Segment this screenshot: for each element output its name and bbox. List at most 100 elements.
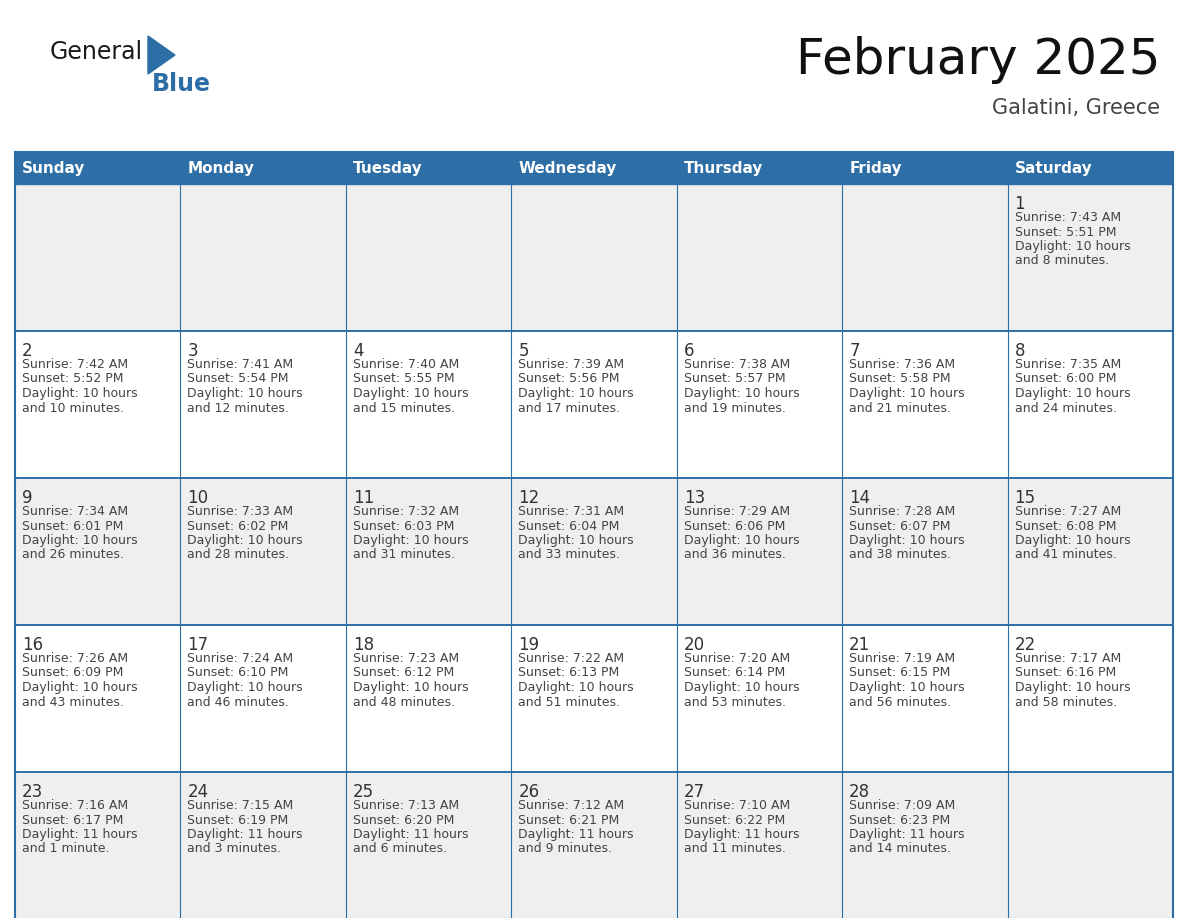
Bar: [15, 625, 1173, 772]
Text: and 33 minutes.: and 33 minutes.: [518, 548, 620, 562]
Text: 2: 2: [23, 342, 32, 360]
Text: 16: 16: [23, 636, 43, 654]
Text: Sunrise: 7:09 AM: Sunrise: 7:09 AM: [849, 799, 955, 812]
Text: Sunset: 6:21 PM: Sunset: 6:21 PM: [518, 813, 619, 826]
Text: Daylight: 11 hours: Daylight: 11 hours: [353, 828, 468, 841]
Text: Sunset: 6:23 PM: Sunset: 6:23 PM: [849, 813, 950, 826]
Text: Daylight: 10 hours: Daylight: 10 hours: [23, 681, 138, 694]
Text: and 28 minutes.: and 28 minutes.: [188, 548, 290, 562]
Text: Sunset: 6:13 PM: Sunset: 6:13 PM: [518, 666, 619, 679]
Bar: [15, 331, 1173, 478]
Text: Daylight: 10 hours: Daylight: 10 hours: [684, 534, 800, 547]
Text: Daylight: 10 hours: Daylight: 10 hours: [23, 387, 138, 400]
Text: Sunset: 5:58 PM: Sunset: 5:58 PM: [849, 373, 950, 386]
Text: Sunrise: 7:20 AM: Sunrise: 7:20 AM: [684, 652, 790, 665]
Text: 3: 3: [188, 342, 198, 360]
Text: Thursday: Thursday: [684, 161, 763, 175]
Text: and 11 minutes.: and 11 minutes.: [684, 843, 785, 856]
Text: and 6 minutes.: and 6 minutes.: [353, 843, 447, 856]
Text: 4: 4: [353, 342, 364, 360]
Text: Friday: Friday: [849, 161, 902, 175]
Text: and 51 minutes.: and 51 minutes.: [518, 696, 620, 709]
Text: Daylight: 10 hours: Daylight: 10 hours: [518, 681, 634, 694]
Text: Daylight: 10 hours: Daylight: 10 hours: [188, 681, 303, 694]
Text: Daylight: 11 hours: Daylight: 11 hours: [849, 828, 965, 841]
Bar: [15, 184, 1173, 331]
Text: and 10 minutes.: and 10 minutes.: [23, 401, 124, 415]
Text: Sunset: 5:56 PM: Sunset: 5:56 PM: [518, 373, 620, 386]
Text: Sunset: 6:07 PM: Sunset: 6:07 PM: [849, 520, 950, 532]
Text: Sunset: 6:20 PM: Sunset: 6:20 PM: [353, 813, 454, 826]
Text: Sunset: 5:51 PM: Sunset: 5:51 PM: [1015, 226, 1116, 239]
Text: Daylight: 10 hours: Daylight: 10 hours: [684, 387, 800, 400]
Text: Sunset: 6:06 PM: Sunset: 6:06 PM: [684, 520, 785, 532]
Text: Sunset: 6:09 PM: Sunset: 6:09 PM: [23, 666, 124, 679]
Text: Daylight: 11 hours: Daylight: 11 hours: [23, 828, 138, 841]
Text: Monday: Monday: [188, 161, 254, 175]
Text: Sunset: 6:15 PM: Sunset: 6:15 PM: [849, 666, 950, 679]
Text: Daylight: 11 hours: Daylight: 11 hours: [684, 828, 800, 841]
Text: Sunset: 6:01 PM: Sunset: 6:01 PM: [23, 520, 124, 532]
Text: Sunrise: 7:16 AM: Sunrise: 7:16 AM: [23, 799, 128, 812]
Text: and 9 minutes.: and 9 minutes.: [518, 843, 612, 856]
Text: 20: 20: [684, 636, 704, 654]
Text: Sunset: 5:55 PM: Sunset: 5:55 PM: [353, 373, 455, 386]
Text: Sunrise: 7:34 AM: Sunrise: 7:34 AM: [23, 505, 128, 518]
Text: Daylight: 10 hours: Daylight: 10 hours: [1015, 534, 1130, 547]
Text: 12: 12: [518, 489, 539, 507]
Text: and 3 minutes.: and 3 minutes.: [188, 843, 282, 856]
Text: Saturday: Saturday: [1015, 161, 1092, 175]
Text: Sunset: 6:17 PM: Sunset: 6:17 PM: [23, 813, 124, 826]
Text: Sunrise: 7:38 AM: Sunrise: 7:38 AM: [684, 358, 790, 371]
Text: and 24 minutes.: and 24 minutes.: [1015, 401, 1117, 415]
Text: Sunrise: 7:17 AM: Sunrise: 7:17 AM: [1015, 652, 1120, 665]
Text: Sunset: 6:03 PM: Sunset: 6:03 PM: [353, 520, 454, 532]
Text: Daylight: 10 hours: Daylight: 10 hours: [23, 534, 138, 547]
Text: 8: 8: [1015, 342, 1025, 360]
Text: Sunrise: 7:42 AM: Sunrise: 7:42 AM: [23, 358, 128, 371]
Text: Sunset: 6:16 PM: Sunset: 6:16 PM: [1015, 666, 1116, 679]
Text: Sunrise: 7:31 AM: Sunrise: 7:31 AM: [518, 505, 625, 518]
Text: Sunset: 6:10 PM: Sunset: 6:10 PM: [188, 666, 289, 679]
Text: Daylight: 10 hours: Daylight: 10 hours: [353, 534, 468, 547]
Text: 23: 23: [23, 783, 43, 801]
Text: Sunset: 5:54 PM: Sunset: 5:54 PM: [188, 373, 289, 386]
Text: 13: 13: [684, 489, 704, 507]
Text: 18: 18: [353, 636, 374, 654]
Text: 14: 14: [849, 489, 871, 507]
Text: February 2025: February 2025: [796, 36, 1159, 84]
Text: Sunset: 6:19 PM: Sunset: 6:19 PM: [188, 813, 289, 826]
Text: and 56 minutes.: and 56 minutes.: [849, 696, 952, 709]
Text: Daylight: 10 hours: Daylight: 10 hours: [1015, 387, 1130, 400]
Text: Daylight: 11 hours: Daylight: 11 hours: [518, 828, 633, 841]
Text: 19: 19: [518, 636, 539, 654]
Text: Sunrise: 7:23 AM: Sunrise: 7:23 AM: [353, 652, 459, 665]
Text: and 14 minutes.: and 14 minutes.: [849, 843, 952, 856]
Text: 27: 27: [684, 783, 704, 801]
Text: and 1 minute.: and 1 minute.: [23, 843, 109, 856]
Text: Sunrise: 7:12 AM: Sunrise: 7:12 AM: [518, 799, 625, 812]
Text: Sunrise: 7:10 AM: Sunrise: 7:10 AM: [684, 799, 790, 812]
Text: Blue: Blue: [152, 72, 211, 96]
Text: Sunrise: 7:24 AM: Sunrise: 7:24 AM: [188, 652, 293, 665]
Text: and 12 minutes.: and 12 minutes.: [188, 401, 290, 415]
Text: Sunset: 6:00 PM: Sunset: 6:00 PM: [1015, 373, 1116, 386]
Text: and 43 minutes.: and 43 minutes.: [23, 696, 124, 709]
Text: and 58 minutes.: and 58 minutes.: [1015, 696, 1117, 709]
Text: 11: 11: [353, 489, 374, 507]
Text: and 15 minutes.: and 15 minutes.: [353, 401, 455, 415]
Text: Daylight: 10 hours: Daylight: 10 hours: [849, 387, 965, 400]
Text: Sunrise: 7:43 AM: Sunrise: 7:43 AM: [1015, 211, 1120, 224]
Text: Daylight: 10 hours: Daylight: 10 hours: [684, 681, 800, 694]
Text: Sunrise: 7:32 AM: Sunrise: 7:32 AM: [353, 505, 459, 518]
Text: Sunrise: 7:13 AM: Sunrise: 7:13 AM: [353, 799, 459, 812]
Text: Daylight: 11 hours: Daylight: 11 hours: [188, 828, 303, 841]
Text: and 26 minutes.: and 26 minutes.: [23, 548, 124, 562]
Bar: [15, 478, 1173, 625]
Text: Wednesday: Wednesday: [518, 161, 617, 175]
Text: Sunset: 6:14 PM: Sunset: 6:14 PM: [684, 666, 785, 679]
Text: Daylight: 10 hours: Daylight: 10 hours: [188, 387, 303, 400]
Text: 22: 22: [1015, 636, 1036, 654]
Text: and 53 minutes.: and 53 minutes.: [684, 696, 785, 709]
Text: and 17 minutes.: and 17 minutes.: [518, 401, 620, 415]
